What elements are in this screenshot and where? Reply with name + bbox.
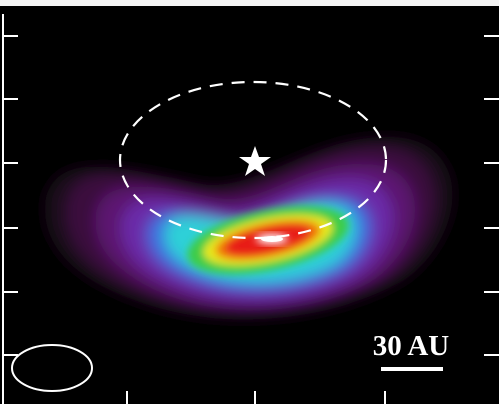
- disk-image: 30 AU: [0, 0, 499, 404]
- top-edge: [0, 0, 499, 6]
- top-band: [0, 6, 480, 14]
- scale-label: 30 AU: [373, 330, 450, 362]
